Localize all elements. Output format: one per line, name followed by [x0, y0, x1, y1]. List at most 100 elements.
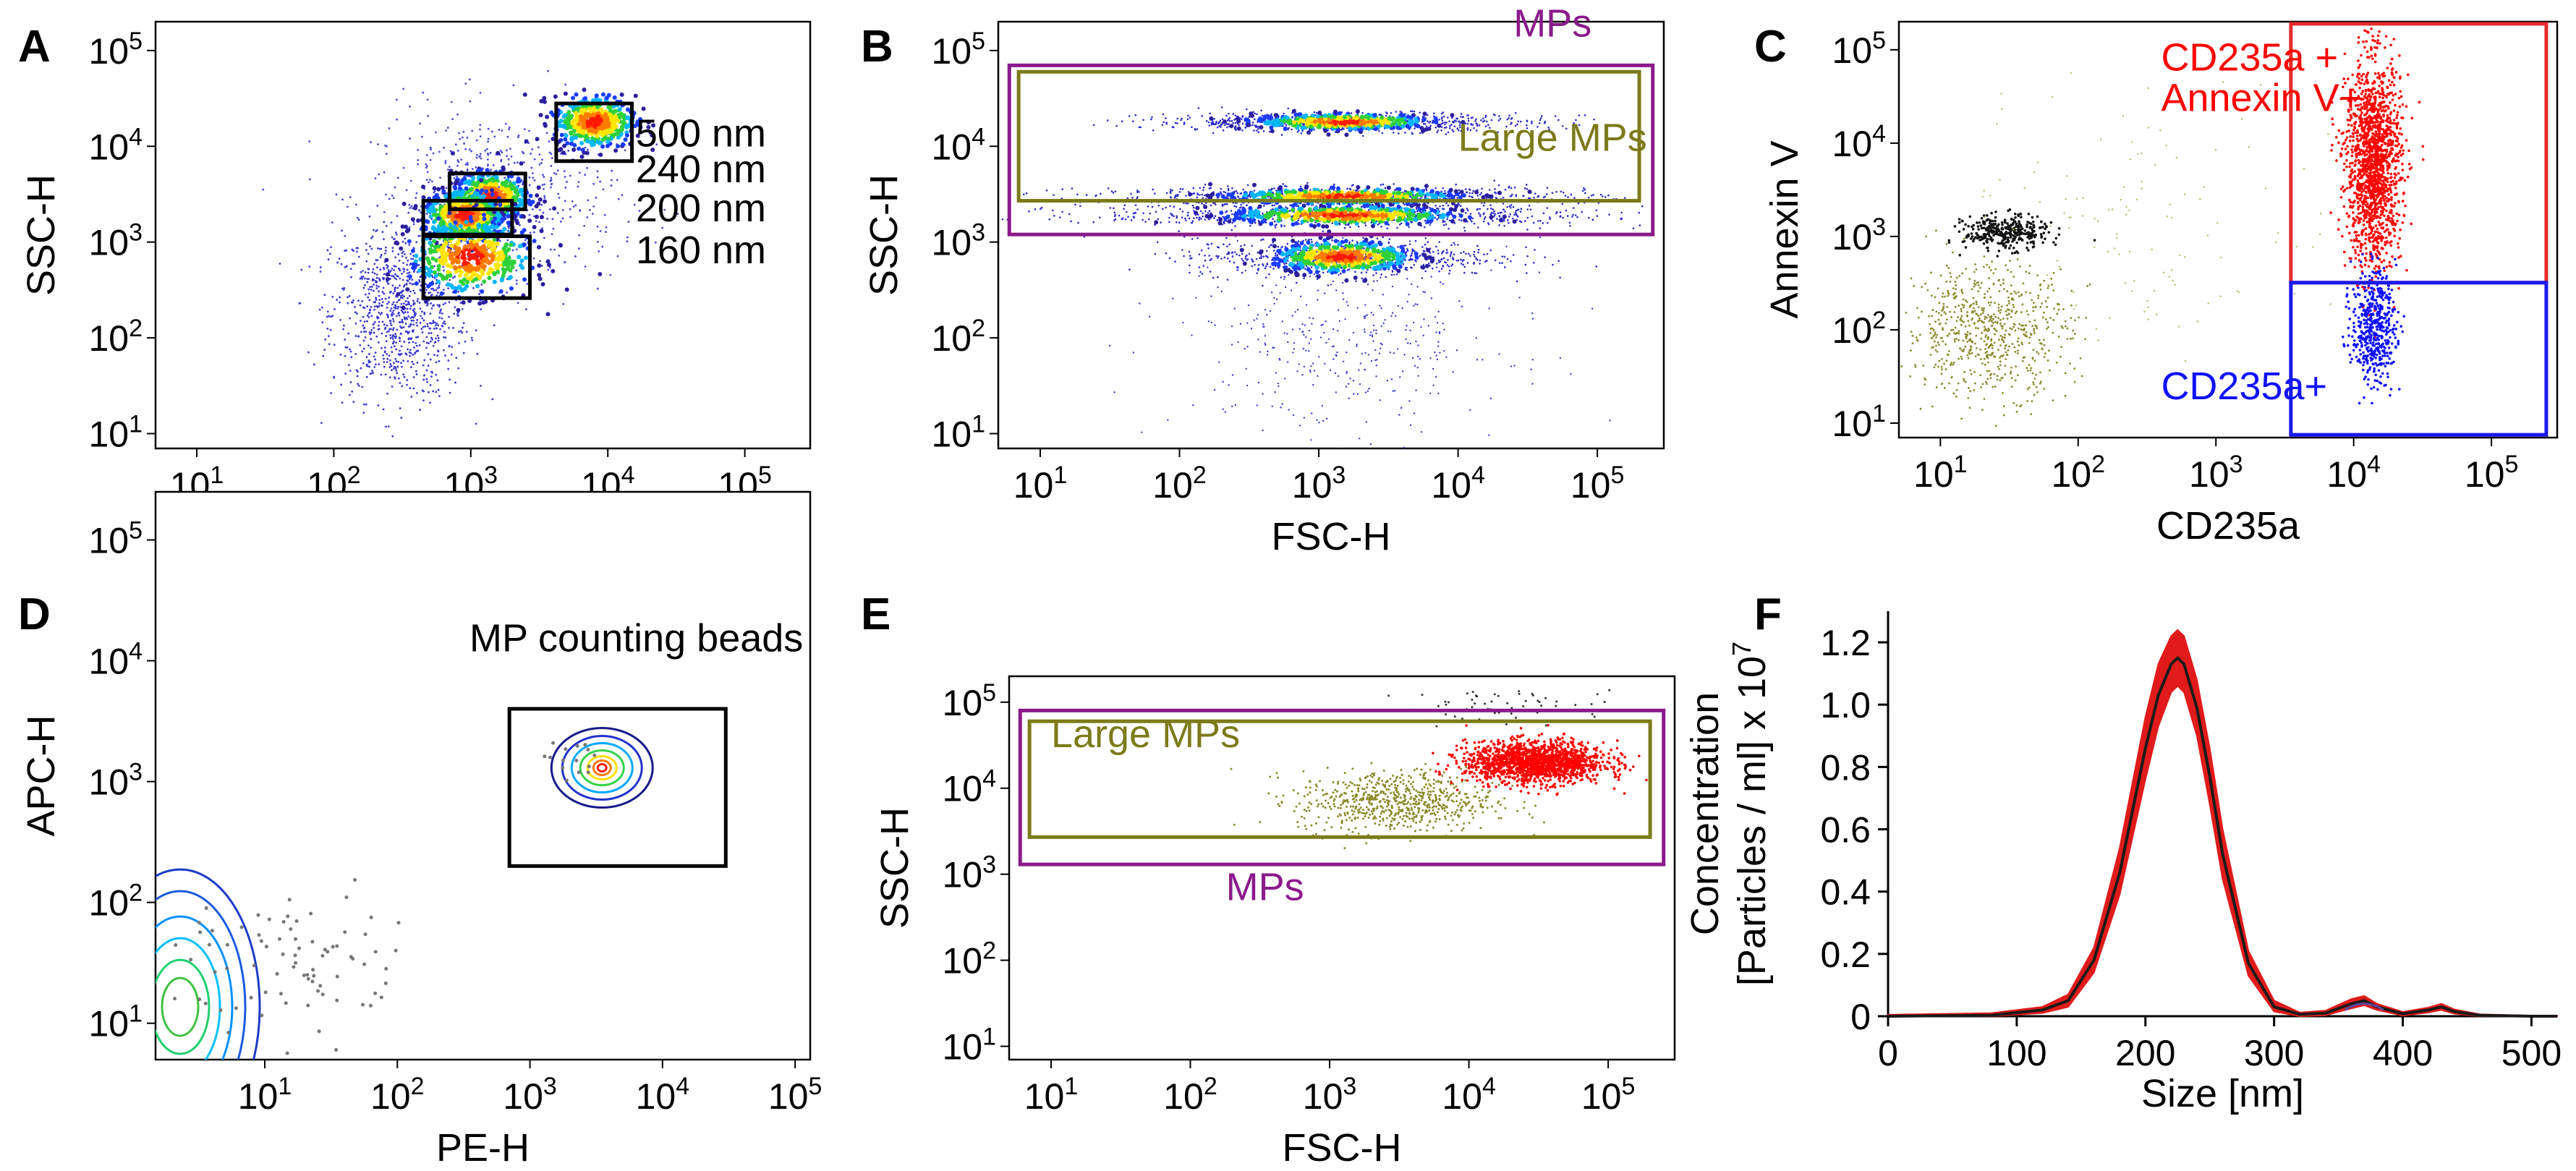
event-dot — [397, 305, 399, 308]
event-dot — [517, 161, 519, 164]
event-dot — [401, 320, 404, 323]
event-dot — [1236, 119, 1241, 124]
event-dot — [438, 395, 441, 398]
event-dot — [1443, 127, 1446, 129]
event-dot — [609, 273, 612, 276]
event-dot — [1225, 114, 1228, 117]
event-dot — [378, 285, 381, 288]
event-dot — [1448, 120, 1450, 123]
event-dot — [395, 341, 398, 344]
event-dot — [1270, 113, 1272, 116]
event-dot — [344, 250, 347, 252]
event-dot — [389, 291, 392, 293]
event-dot — [1092, 124, 1095, 127]
event-dot — [389, 278, 391, 280]
event-dot — [385, 425, 387, 428]
event-dot — [400, 309, 403, 312]
event-dot — [386, 331, 388, 333]
event-dot — [1460, 116, 1462, 118]
event-dot — [461, 300, 466, 305]
event-dot — [596, 170, 599, 173]
event-dot — [484, 189, 489, 194]
event-dot — [1136, 196, 1139, 198]
event-dot — [1239, 192, 1241, 195]
event-dot — [506, 291, 509, 294]
event-dot — [596, 287, 599, 290]
event-dot — [1534, 192, 1536, 195]
event-dot — [409, 305, 412, 307]
event-dot — [327, 258, 330, 261]
event-dot — [448, 344, 451, 347]
event-dot — [1230, 119, 1233, 122]
event-dot — [417, 298, 419, 300]
event-dot — [388, 197, 391, 200]
event-dot — [384, 297, 387, 300]
event-dot — [439, 328, 441, 331]
event-dot — [425, 289, 428, 291]
event-dot — [1476, 129, 1478, 132]
event-dot — [1233, 205, 1236, 208]
event-dot — [390, 307, 393, 310]
event-dot — [608, 108, 613, 113]
event-dot — [391, 267, 394, 270]
event-dot — [1531, 122, 1533, 124]
event-dot — [366, 281, 369, 284]
event-dot — [377, 316, 380, 319]
event-dot — [406, 307, 409, 310]
event-dot — [429, 312, 432, 315]
event-dot — [578, 234, 580, 237]
event-dot — [379, 313, 382, 315]
event-dot — [469, 100, 472, 103]
event-dot — [467, 247, 472, 252]
event-dot — [412, 319, 415, 322]
event-dot — [564, 83, 567, 86]
event-dot — [1420, 129, 1425, 134]
event-dot — [396, 301, 399, 304]
event-dot — [398, 314, 401, 317]
event-dot — [1539, 119, 1542, 122]
event-dot — [333, 375, 335, 378]
event-dot — [624, 124, 629, 129]
event-dot — [536, 185, 541, 190]
event-dot — [1456, 127, 1459, 129]
event-dot — [481, 194, 486, 199]
event-dot — [401, 297, 404, 299]
event-dot — [389, 310, 392, 312]
event-dot — [441, 213, 446, 218]
event-dot — [386, 313, 388, 316]
event-dot — [1369, 119, 1374, 124]
event-dot — [1197, 107, 1200, 109]
event-dot — [1444, 123, 1446, 126]
event-dot — [613, 148, 619, 153]
event-dot — [610, 122, 615, 127]
event-dot — [349, 350, 352, 353]
event-dot — [447, 210, 452, 216]
event-dot — [479, 153, 482, 156]
event-dot — [1253, 129, 1255, 132]
event-dot — [1421, 117, 1427, 122]
event-dot — [418, 278, 420, 281]
event-dot — [444, 252, 449, 257]
event-dot — [409, 325, 412, 328]
event-dot — [407, 303, 409, 306]
event-dot — [385, 340, 388, 343]
event-dot — [362, 315, 365, 318]
event-dot — [385, 153, 388, 155]
event-dot — [436, 263, 441, 268]
event-dot — [441, 243, 446, 248]
event-dot — [375, 273, 378, 276]
event-dot — [443, 146, 446, 149]
event-dot — [377, 341, 380, 344]
event-dot — [417, 264, 420, 266]
event-dot — [1244, 127, 1247, 129]
event-dot — [349, 268, 352, 271]
event-dot — [1393, 132, 1395, 134]
event-dot — [519, 258, 524, 263]
event-dot — [493, 263, 498, 268]
event-dot — [1455, 120, 1458, 122]
event-dot — [475, 329, 477, 332]
event-dot — [485, 214, 490, 219]
event-dot — [543, 176, 545, 179]
event-dot — [391, 315, 394, 317]
event-dot — [1434, 126, 1437, 129]
